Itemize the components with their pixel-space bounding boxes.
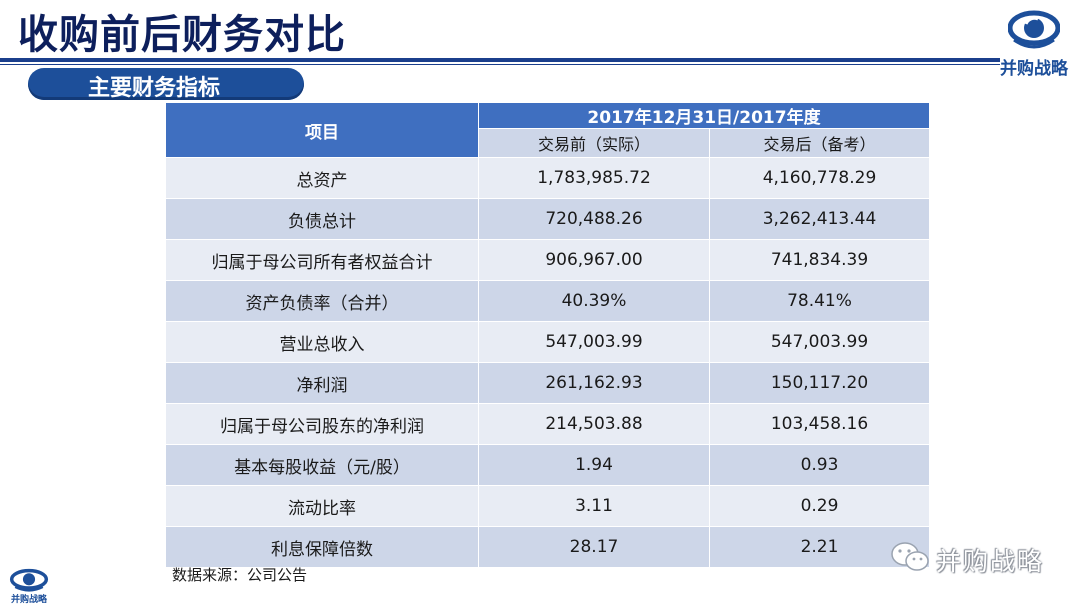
row-after-value: 103,458.16	[709, 403, 930, 445]
wechat-icon	[891, 542, 929, 571]
row-before-value: 1,783,985.72	[478, 157, 710, 199]
row-item: 流动比率	[165, 485, 479, 527]
section-subtitle: 主要财务指标	[88, 76, 221, 101]
column-header-item: 项目	[165, 102, 479, 158]
table-row: 总资产 1,783,985.72 4,160,778.29	[165, 157, 930, 199]
row-after-value: 78.41%	[709, 280, 930, 322]
table-row: 资产负债率（合并） 40.39% 78.41%	[165, 280, 930, 322]
row-item: 归属于母公司所有者权益合计	[165, 239, 479, 281]
row-before-value: 1.94	[478, 444, 710, 486]
row-before-value: 261,162.93	[478, 362, 710, 404]
row-before-value: 720,488.26	[478, 198, 710, 240]
row-after-value: 2.21	[709, 526, 930, 568]
table-row: 负债总计 720,488.26 3,262,413.44	[165, 198, 930, 240]
row-before-value: 214,503.88	[478, 403, 710, 445]
row-item: 营业总收入	[165, 321, 479, 363]
column-header-period: 2017年12月31日/2017年度	[478, 102, 930, 129]
footer-brand-name: 并购战略	[10, 595, 47, 605]
row-item: 基本每股收益（元/股）	[165, 444, 479, 486]
eye-logo-icon	[1008, 10, 1060, 49]
row-item: 净利润	[165, 362, 479, 404]
column-header-before: 交易前（实际）	[478, 128, 710, 158]
footer-logo: 并购战略	[4, 568, 54, 608]
row-before-value: 906,967.00	[478, 239, 710, 281]
eye-logo-icon	[9, 568, 49, 592]
title-divider-thin	[0, 64, 1000, 65]
title-divider	[0, 58, 1000, 62]
brand-logo: 并购战略	[992, 6, 1076, 82]
row-after-value: 0.29	[709, 485, 930, 527]
row-before-value: 28.17	[478, 526, 710, 568]
table-row: 流动比率 3.11 0.29	[165, 485, 930, 527]
row-item: 归属于母公司股东的净利润	[165, 403, 479, 445]
page-title: 收购前后财务对比	[18, 12, 346, 58]
row-after-value: 3,262,413.44	[709, 198, 930, 240]
row-item: 资产负债率（合并）	[165, 280, 479, 322]
table-row: 基本每股收益（元/股） 1.94 0.93	[165, 444, 930, 486]
row-before-value: 3.11	[478, 485, 710, 527]
table-row: 归属于母公司所有者权益合计 906,967.00 741,834.39	[165, 239, 930, 281]
row-after-value: 741,834.39	[709, 239, 930, 281]
row-after-value: 4,160,778.29	[709, 157, 930, 199]
row-item: 负债总计	[165, 198, 479, 240]
row-after-value: 150,117.20	[709, 362, 930, 404]
brand-name: 并购战略	[1000, 59, 1068, 79]
table-row: 利息保障倍数 28.17 2.21	[165, 526, 930, 568]
table-row: 净利润 261,162.93 150,117.20	[165, 362, 930, 404]
column-header-after: 交易后（备考）	[709, 128, 930, 158]
financial-table: 项目 2017年12月31日/2017年度 交易前（实际） 交易后（备考） 总资…	[165, 102, 930, 568]
subtitle-banner	[28, 68, 304, 100]
row-before-value: 40.39%	[478, 280, 710, 322]
row-before-value: 547,003.99	[478, 321, 710, 363]
row-after-value: 547,003.99	[709, 321, 930, 363]
row-after-value: 0.93	[709, 444, 930, 486]
table-row: 归属于母公司股东的净利润 214,503.88 103,458.16	[165, 403, 930, 445]
row-item: 利息保障倍数	[165, 526, 479, 568]
table-row: 营业总收入 547,003.99 547,003.99	[165, 321, 930, 363]
watermark-text: 并购战略	[936, 547, 1045, 576]
row-item: 总资产	[165, 157, 479, 199]
data-source-note: 数据来源：公司公告	[172, 566, 308, 584]
